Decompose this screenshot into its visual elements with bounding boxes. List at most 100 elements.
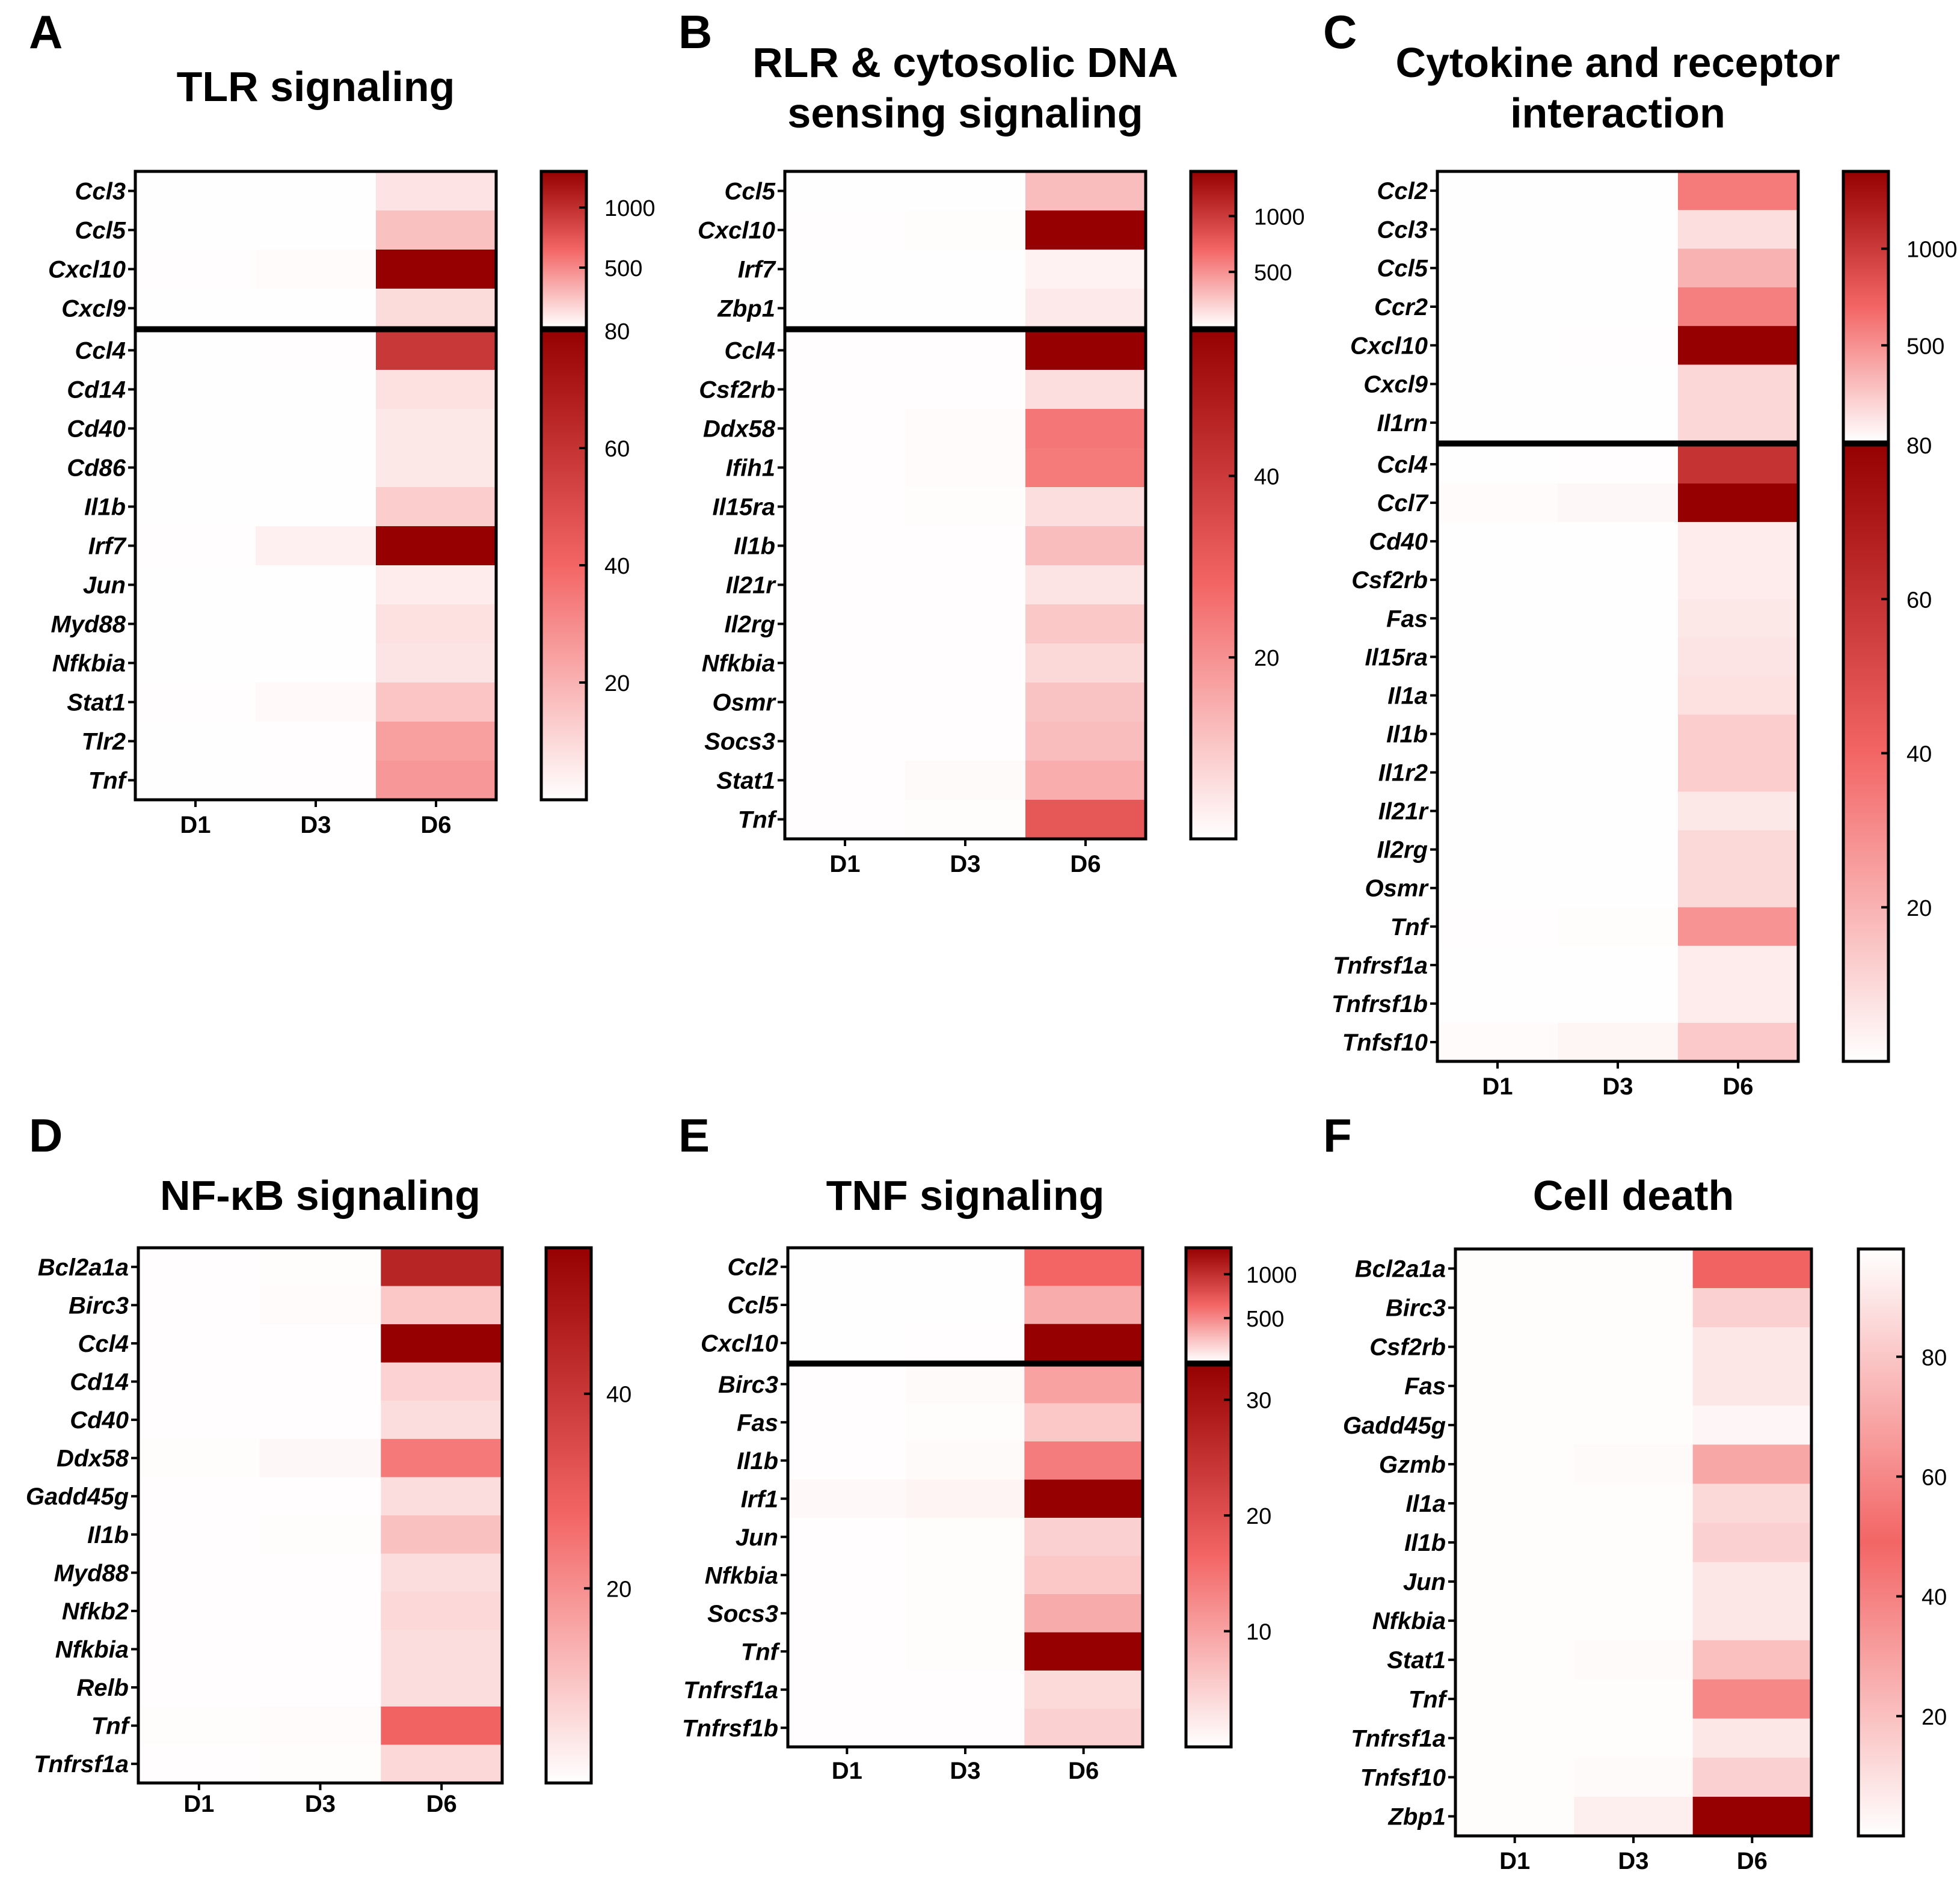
- heatmap-cell: [788, 1286, 907, 1325]
- panel-f: F Cell death Bcl2a1a Birc3 Csf2rb Fas Gadd45g G…: [1323, 1109, 1947, 1874]
- heatmap-cell: [1558, 522, 1679, 561]
- heatmap-cell: [138, 1744, 260, 1784]
- column-label: D3: [305, 1791, 336, 1817]
- row-label: Il15ra: [712, 494, 775, 521]
- heatmap-cell: [1678, 753, 1799, 793]
- heatmap-cell: [1558, 753, 1679, 793]
- heatmap-cell: [1692, 1405, 1812, 1445]
- row-label: Tnfsf10: [1342, 1029, 1428, 1056]
- heatmap-cell: [1437, 248, 1558, 288]
- heatmap-cell: [135, 370, 256, 410]
- heatmap-cell: [906, 1248, 1025, 1286]
- heatmap-cell: [1437, 364, 1558, 404]
- row-label: Birc3: [1386, 1295, 1446, 1322]
- heatmap-cell: [906, 1518, 1025, 1557]
- heatmap-cell: [135, 487, 256, 527]
- heatmap-cell: [1455, 1366, 1574, 1406]
- heatmap-cell: [1692, 1327, 1812, 1367]
- heatmap-cell: [785, 171, 906, 211]
- row-label: Cd14: [67, 377, 126, 403]
- heatmap-cell: [376, 526, 497, 566]
- row-label: Cxcl10: [48, 257, 126, 283]
- heatmap-cell: [135, 210, 256, 250]
- heatmap-cell: [376, 289, 497, 328]
- row-label: Tnf: [741, 1639, 781, 1665]
- heatmap-cell: [259, 1324, 381, 1363]
- heatmap-cell: [1025, 761, 1146, 800]
- row-label: Gadd45g: [26, 1484, 129, 1510]
- heatmap-cell: [138, 1553, 260, 1592]
- heatmap-cell: [138, 1630, 260, 1669]
- row-label: Tnf: [738, 807, 778, 833]
- heatmap-block-1: Ccl3 Ccl5 Cxcl10 Cxcl9 500 1000: [48, 170, 656, 335]
- row-label: Irf7: [738, 257, 776, 283]
- column-label: D6: [420, 812, 451, 838]
- panel-title: NF-κB signaling: [160, 1172, 481, 1219]
- row-label: Cxcl10: [1350, 333, 1428, 359]
- row-label: Il1rn: [1377, 410, 1428, 437]
- heatmap-cell: [259, 1668, 381, 1707]
- row-label: Nfkbia: [1372, 1608, 1446, 1634]
- row-label: Ccl3: [1377, 216, 1428, 243]
- column-label: D6: [426, 1791, 457, 1817]
- heatmap-cell: [135, 409, 256, 449]
- heatmap-cell: [1455, 1249, 1574, 1289]
- heatmap-cell: [906, 1403, 1025, 1442]
- heatmap-cell: [1025, 171, 1146, 211]
- colorbar-tick-label: 80: [1906, 434, 1932, 459]
- row-label: Nfkbia: [702, 651, 775, 677]
- row-label: Nfkbia: [705, 1562, 778, 1589]
- row-label: Il1a: [1405, 1491, 1446, 1517]
- row-label: Ccr2: [1374, 294, 1428, 321]
- colorbar-tick-label: 40: [1254, 464, 1279, 489]
- heatmap-cell: [1437, 984, 1558, 1023]
- heatmap-cell: [135, 526, 256, 566]
- heatmap-cell: [1024, 1441, 1143, 1481]
- heatmap-cell: [1558, 830, 1679, 870]
- heatmap-cell: [1678, 637, 1799, 677]
- heatmap-cell: [1024, 1594, 1143, 1633]
- heatmap-cell: [381, 1553, 503, 1592]
- heatmap-cell: [259, 1553, 381, 1592]
- heatmap-cell: [788, 1365, 907, 1404]
- heatmap-cell: [905, 643, 1026, 683]
- row-label: Myd88: [54, 1560, 129, 1586]
- heatmap-cell: [1574, 1288, 1694, 1328]
- heatmap-cell: [785, 487, 906, 527]
- row-label: Nfkbia: [52, 651, 126, 677]
- row-label: Gzmb: [1379, 1452, 1446, 1478]
- heatmap-cell: [1574, 1444, 1694, 1484]
- heatmap-cell: [1678, 830, 1799, 870]
- heatmap-cell: [1692, 1523, 1812, 1563]
- heatmap-cell: [1437, 676, 1558, 716]
- heatmap-cell: [1678, 287, 1799, 327]
- heatmap-cell: [376, 761, 497, 800]
- colorbar-tick-label: 80: [1922, 1345, 1947, 1370]
- heatmap-cell: [1024, 1632, 1143, 1671]
- row-label: Fas: [1404, 1373, 1446, 1400]
- heatmap-cell: [1558, 791, 1679, 831]
- heatmap-cell: [138, 1248, 260, 1287]
- heatmap-cell: [1437, 830, 1558, 870]
- heatmap-cell: [256, 448, 376, 488]
- heatmap-cell: [1678, 676, 1799, 716]
- heatmap-cell: [138, 1515, 260, 1554]
- heatmap-cell: [1678, 522, 1799, 561]
- heatmap-cell: [1455, 1562, 1574, 1602]
- heatmap-cell: [905, 289, 1026, 328]
- heatmap-cell: [785, 604, 906, 644]
- heatmap-cell: [381, 1286, 503, 1325]
- heatmap-cell: [788, 1556, 907, 1595]
- heatmap-cell: [1024, 1556, 1143, 1595]
- colorbar: [1184, 1363, 1233, 1749]
- heatmap-cell: [1025, 289, 1146, 328]
- panel-title: sensing signaling: [787, 90, 1143, 137]
- colorbar-tick-label: 40: [604, 554, 630, 579]
- row-label: Ccl5: [75, 218, 126, 244]
- colorbar-tick-label: 1000: [604, 196, 656, 221]
- heatmap-cell: [1025, 604, 1146, 644]
- heatmap-cell: [1025, 800, 1146, 839]
- heatmap-cell: [1558, 637, 1679, 677]
- heatmap-cell: [1558, 560, 1679, 600]
- heatmap-cell: [1692, 1444, 1812, 1484]
